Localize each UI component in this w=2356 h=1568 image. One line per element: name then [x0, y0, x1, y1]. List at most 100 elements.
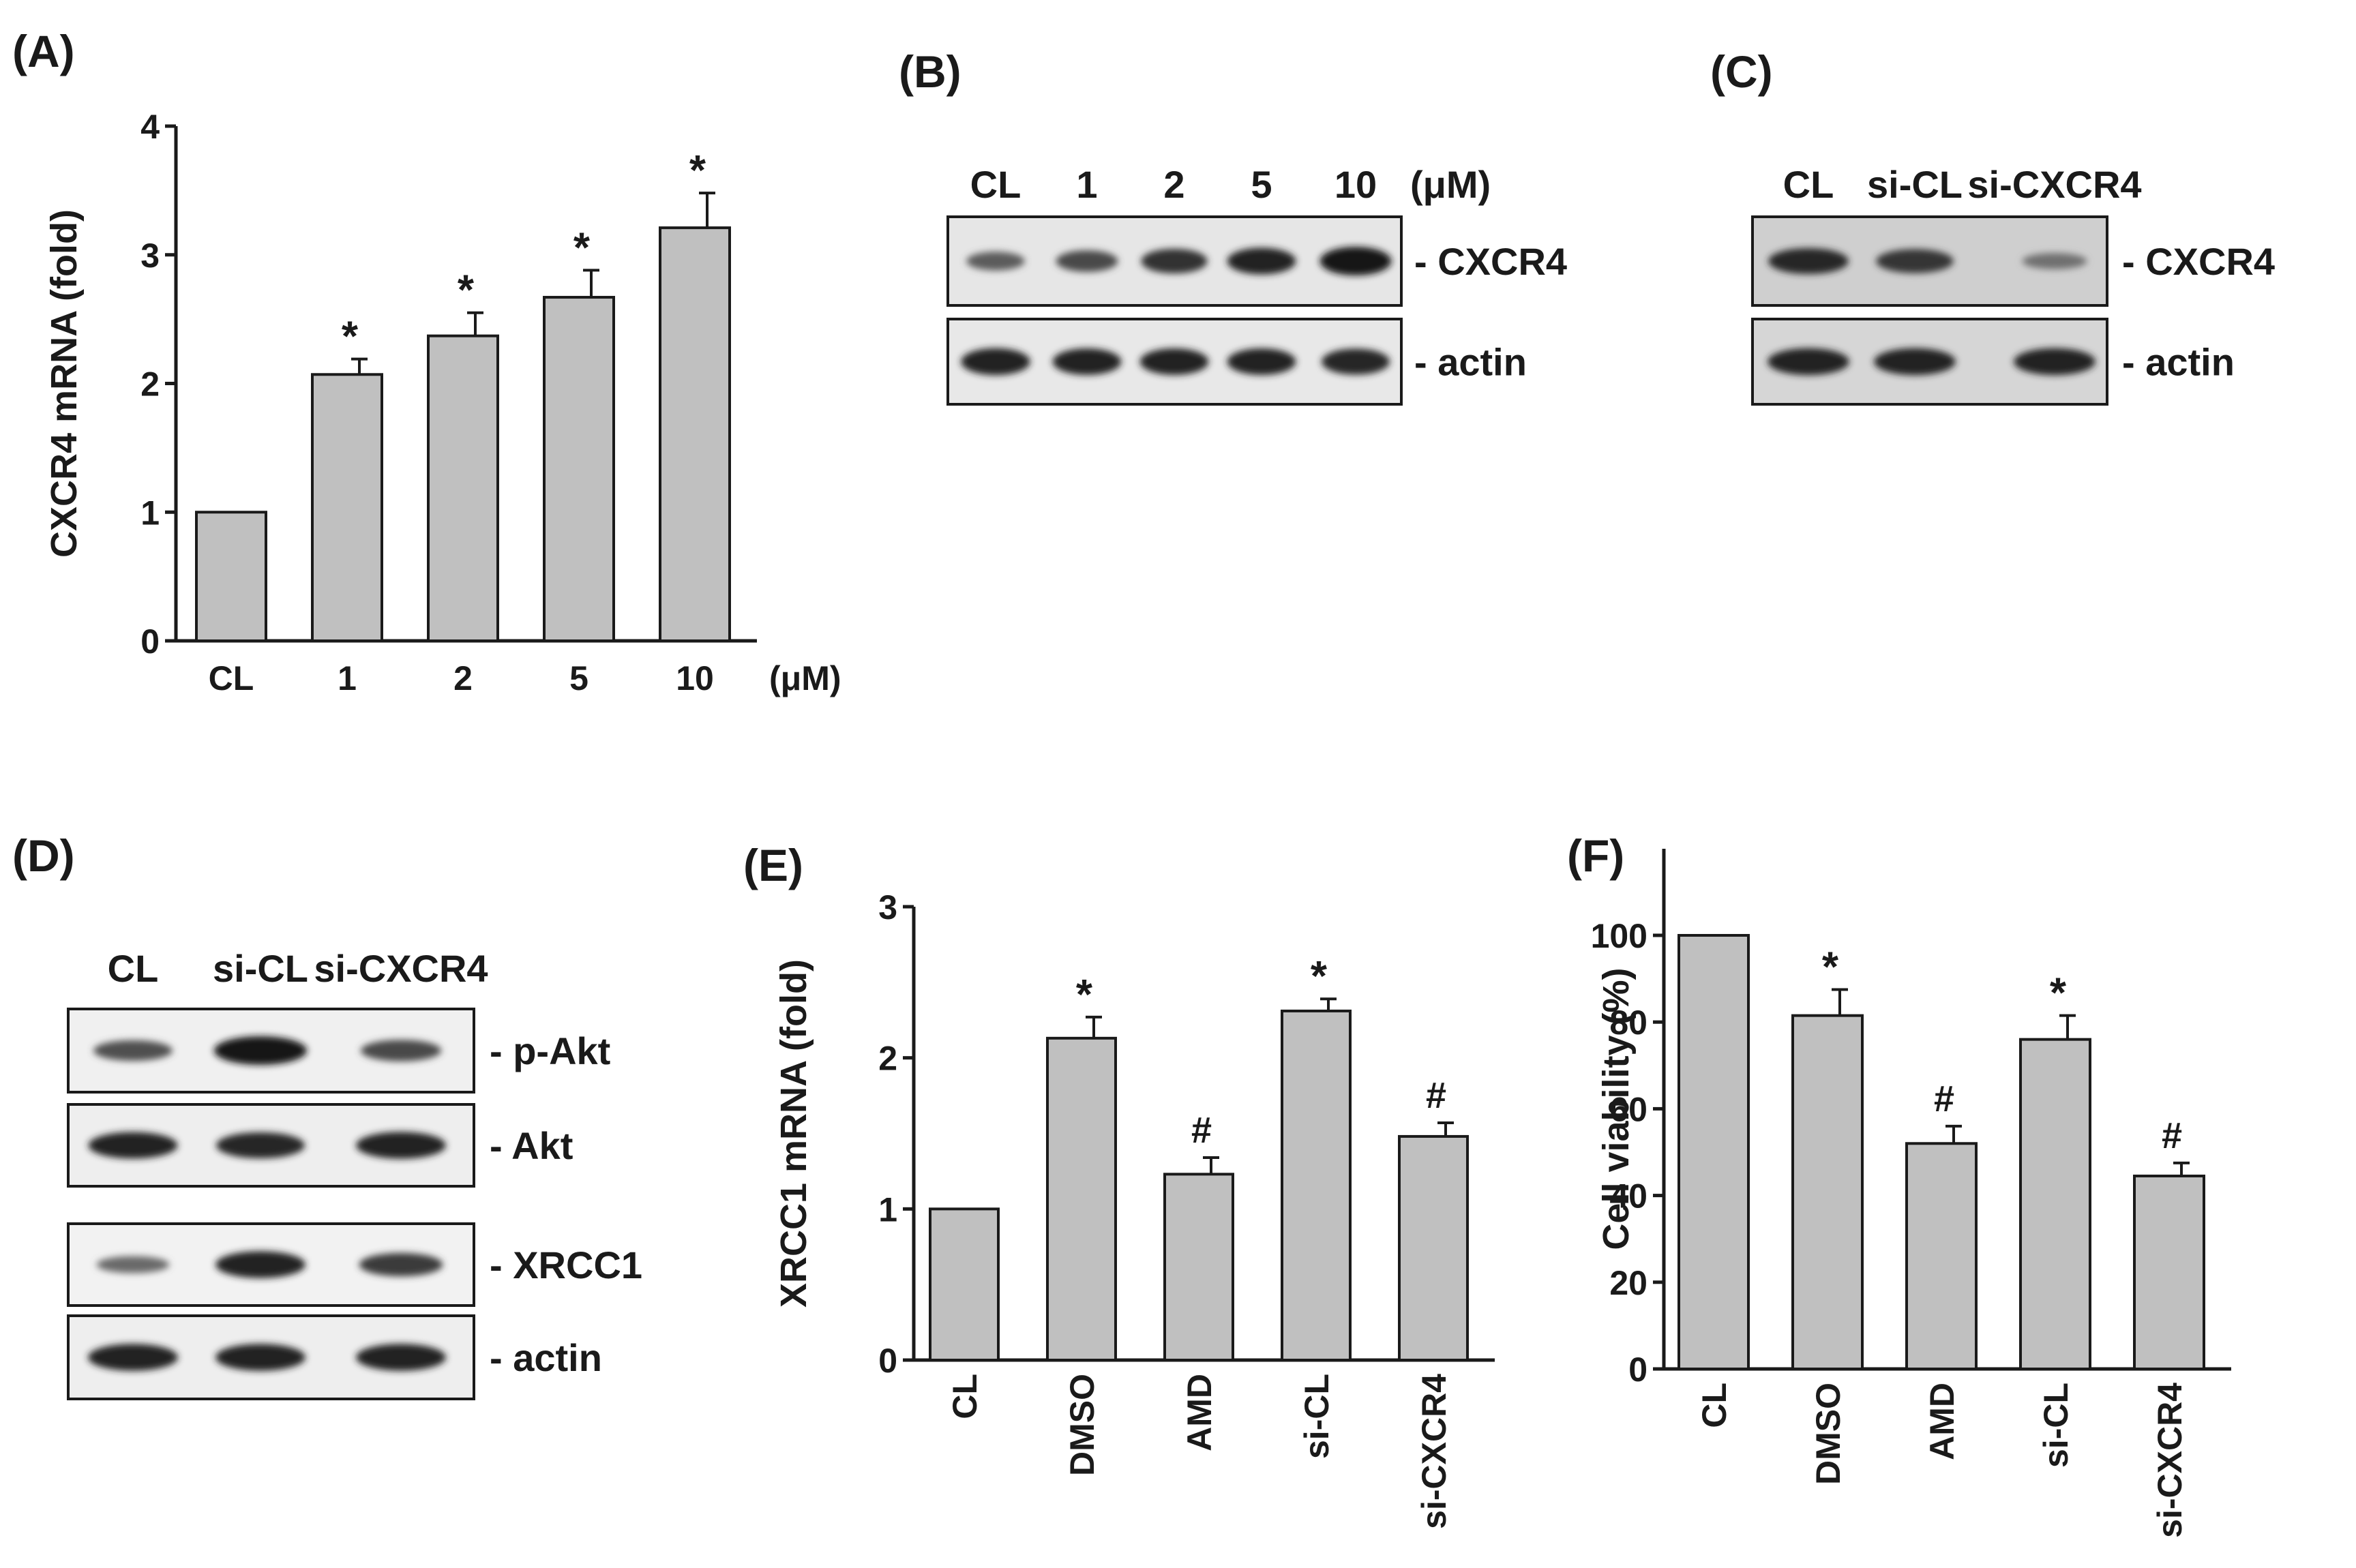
blot-d-akt-xrcc1: CL si-CL si-CXCR4- p-Akt - Akt - XRCC1 - acti…	[67, 947, 642, 1400]
blot-row-label: - CXCR4	[2122, 240, 2275, 283]
x-tick-label: DMSO	[1063, 1374, 1101, 1476]
blot-band	[1321, 348, 1390, 375]
blot-band	[1874, 348, 1956, 376]
x-tick-label: si-CL	[1298, 1374, 1336, 1459]
y-tick-label: 80	[1609, 1004, 1647, 1042]
bar-cl	[195, 511, 267, 642]
lane-label: 2	[1163, 163, 1184, 206]
x-tick-label: si-CXCR4	[1415, 1374, 1453, 1529]
lane-label: si-CL	[213, 947, 308, 990]
bar-dmso	[1791, 1014, 1864, 1371]
blot-band	[1319, 247, 1392, 275]
blot-row-label: - actin	[1414, 341, 1527, 384]
bar-cl	[929, 1207, 1000, 1362]
blot-c-cxcr4-knockdown: CL si-CL si-CXCR4 - CXCR4 - actin	[1751, 163, 2275, 406]
x-tick-label: CL	[946, 1374, 984, 1419]
bar-dmso	[1046, 1036, 1117, 1361]
blot-band	[1227, 247, 1296, 275]
chart-a-cxcr4-mrna: 0 1 2 3 4 CXCR4 mRNA (fold) CL * 1 * 2 * 5 * 10 (μM)	[44, 108, 841, 697]
blot-band	[213, 1036, 308, 1065]
blot-b-cxcr4-dose: CL 1 2 5 10 (μM) - CXCR4 - actin	[946, 163, 1567, 406]
blot-band	[1141, 248, 1208, 274]
blot-band	[1052, 348, 1122, 375]
bar-1	[311, 373, 383, 642]
blot-band	[1768, 348, 1849, 376]
significance-star: *	[573, 224, 591, 271]
lane-label: si-CXCR4	[1967, 163, 2141, 206]
lane-label: 5	[1251, 163, 1272, 206]
significance-star: *	[458, 267, 475, 314]
blot-row-label: - Akt	[490, 1124, 573, 1167]
x-tick-label: AMD	[1923, 1383, 1961, 1460]
bar-si-cxcr4	[2133, 1174, 2205, 1370]
blot-band	[1768, 247, 1849, 275]
y-tick-label: 2	[878, 1040, 897, 1078]
y-tick-label: 2	[140, 365, 160, 404]
lane-label: si-CL	[1867, 163, 1963, 206]
lane-label: 10	[1334, 163, 1377, 206]
panel-label-f: (F)	[1567, 830, 1624, 881]
panel-label-e: (E)	[743, 840, 803, 890]
blot-band	[2014, 348, 2096, 376]
blot-row-label: - actin	[2122, 341, 2235, 384]
x-tick-label: si-CXCR4	[2151, 1383, 2189, 1538]
blot-band	[961, 348, 1030, 376]
blot-unit-label: (μM)	[1410, 163, 1491, 206]
y-tick-label: 0	[140, 622, 160, 661]
significance-hash: #	[1426, 1075, 1446, 1116]
blot-band	[88, 1132, 178, 1159]
x-tick-label: CL	[1695, 1383, 1733, 1428]
y-tick-label: 40	[1609, 1177, 1647, 1216]
panel-label-b: (B)	[899, 46, 961, 97]
lane-label: CL	[1783, 163, 1834, 206]
bar-si-cl	[2019, 1038, 2091, 1370]
chart-e-xrcc1-mrna: 0 1 2 3 XRCC1 mRNA (fold) CL * DMSO # AMD * si-CL # s…	[773, 888, 1495, 1529]
bar-amd	[1163, 1173, 1234, 1361]
x-tick-label: 2	[453, 659, 473, 697]
blot-band	[360, 1040, 442, 1061]
lane-label: CL	[108, 947, 159, 990]
y-axis-label: CXCR4 mRNA (fold)	[44, 209, 85, 558]
bar-cl	[1677, 934, 1750, 1370]
blot-band	[215, 1132, 305, 1159]
blot-band	[215, 1344, 305, 1371]
blot-band	[1056, 250, 1118, 272]
bar-si-cl	[1281, 1009, 1352, 1361]
bar-10	[659, 226, 731, 642]
significance-star: *	[1311, 953, 1328, 1000]
x-tick-label: AMD	[1180, 1374, 1219, 1451]
x-tick-label: CL	[209, 659, 254, 697]
y-axis-label: Cell viability (%)	[1596, 967, 1637, 1250]
y-axis-label: XRCC1 mRNA (fold)	[773, 959, 814, 1308]
blot-band	[966, 252, 1025, 271]
significance-star: *	[1076, 971, 1093, 1019]
y-tick-label: 20	[1609, 1264, 1647, 1302]
significance-hash: #	[1934, 1079, 1954, 1119]
y-tick-label: 60	[1609, 1090, 1647, 1128]
y-tick-label: 1	[140, 494, 160, 532]
x-tick-label: 1	[338, 659, 357, 697]
x-tick-label: si-CL	[2037, 1383, 2075, 1468]
bar-amd	[1905, 1142, 1978, 1371]
significance-hash: #	[1191, 1110, 1212, 1151]
y-tick-label: 1	[878, 1190, 897, 1228]
chart-f-cell-viability: 0 20 40 60 80 100 Cell viability (%) CL * DMSO # AM…	[1591, 849, 2231, 1538]
blot-band	[96, 1256, 170, 1273]
y-tick-label: 100	[1591, 917, 1647, 955]
significance-hash: #	[2162, 1115, 2182, 1156]
blot-band	[93, 1040, 173, 1061]
unit-label: (μM)	[769, 659, 841, 697]
y-tick-label: 3	[878, 888, 897, 926]
blot-band	[356, 1344, 446, 1371]
x-tick-label: 5	[569, 659, 588, 697]
blot-row-label: - p-Akt	[490, 1029, 610, 1072]
bar-5	[543, 296, 615, 642]
blot-band	[356, 1132, 446, 1159]
y-tick-label: 0	[878, 1342, 897, 1380]
blot-band	[1139, 348, 1209, 375]
blot-band	[359, 1252, 443, 1277]
blot-band	[215, 1251, 305, 1278]
panel-label-c: (C)	[1710, 46, 1773, 97]
bar-si-cxcr4	[1398, 1134, 1469, 1362]
